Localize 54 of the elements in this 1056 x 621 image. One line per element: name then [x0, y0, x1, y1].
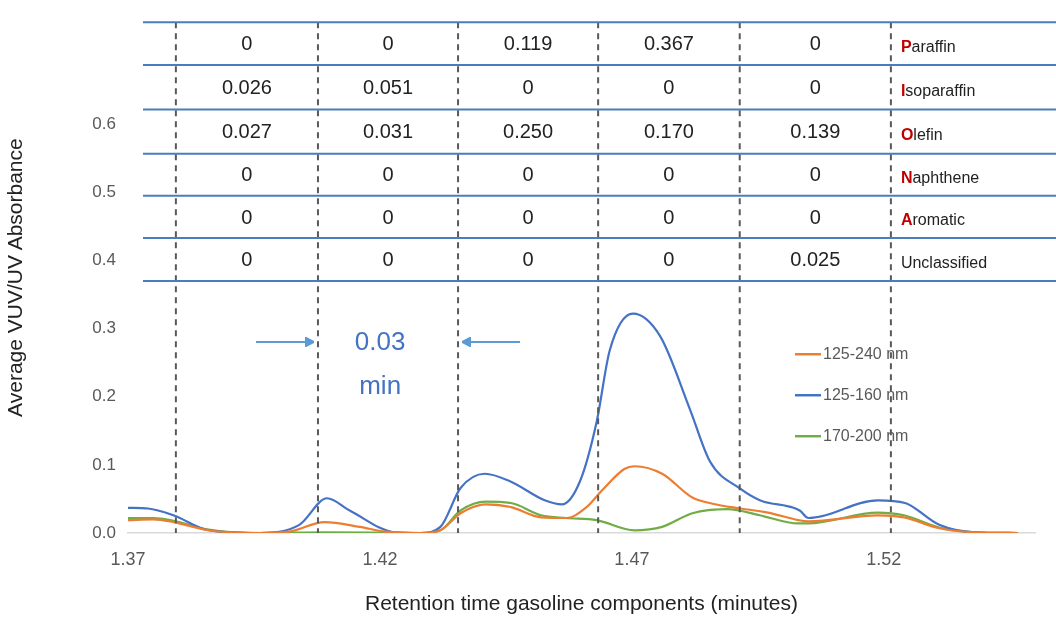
annotation: 0 [382, 205, 394, 228]
legend-label: 125-160 nm [823, 385, 909, 403]
annotation: 0.027 [221, 120, 272, 143]
annotation: 0.031 [362, 120, 414, 143]
y-tick-label: 0.0 [92, 522, 116, 542]
legend-label: 170-200 nm [823, 426, 909, 444]
annotation: 0 [809, 75, 821, 98]
annotation: 0.367 [643, 32, 694, 55]
annotation: Aromatic [900, 211, 965, 229]
x-tick-label: 1.37 [110, 548, 146, 569]
annotation: 0.139 [790, 120, 841, 143]
annotation: 0 [522, 163, 534, 186]
annotation: 0 [522, 205, 534, 228]
annotation: 0 [522, 248, 534, 271]
x-tick-label: 1.42 [362, 548, 398, 569]
annotation: 0 [241, 248, 253, 271]
annotation: Unclassified [900, 253, 988, 271]
annotation: 0 [809, 205, 821, 228]
annotation: 0 [241, 205, 253, 228]
annotation: 0 [663, 75, 675, 98]
line-series [128, 465, 1019, 533]
annotation: 0.03 min [354, 325, 406, 400]
annotation: 0.026 [221, 75, 272, 98]
legend-label: 125-240 nm [823, 344, 909, 362]
annotation: 0 [522, 75, 534, 98]
annotation: 0.119 [503, 32, 553, 55]
y-tick-label: 0.3 [92, 318, 116, 338]
x-axis-title: Retention time gasoline components (minutes) [364, 591, 799, 615]
x-tick-label: 1.52 [866, 548, 902, 569]
annotation: 0.170 [643, 120, 694, 143]
annotation: 0.250 [503, 120, 554, 143]
annotation: Olefin [900, 125, 943, 143]
annotation: 0 [382, 163, 394, 186]
annotation: 0 [809, 32, 821, 55]
annotation: Naphthene [900, 169, 980, 187]
annotation: 0 [241, 32, 253, 55]
annotation: 0.025 [790, 248, 841, 271]
y-tick-label: 0.1 [92, 454, 116, 474]
y-tick-label: 0.4 [92, 250, 116, 270]
y-tick-label: 0.2 [92, 386, 116, 406]
annotation: 0.051 [362, 75, 414, 98]
annotation: 0 [663, 205, 675, 228]
annotation: 0 [663, 248, 675, 271]
annotation: Isoparaffin [900, 81, 976, 99]
annotation: 0 [382, 32, 394, 55]
y-tick-label: 0.5 [92, 182, 116, 202]
x-tick-label: 1.47 [614, 548, 650, 569]
annotation: 0 [382, 248, 394, 271]
y-tick-label: 0.6 [92, 114, 116, 134]
annotation: 0 [663, 163, 675, 186]
annotation: Paraffin [900, 38, 956, 56]
annotation: 0 [809, 163, 821, 186]
annotation: 0 [241, 163, 253, 186]
y-axis-title: Average VUV/UV Absorbance [3, 138, 27, 417]
